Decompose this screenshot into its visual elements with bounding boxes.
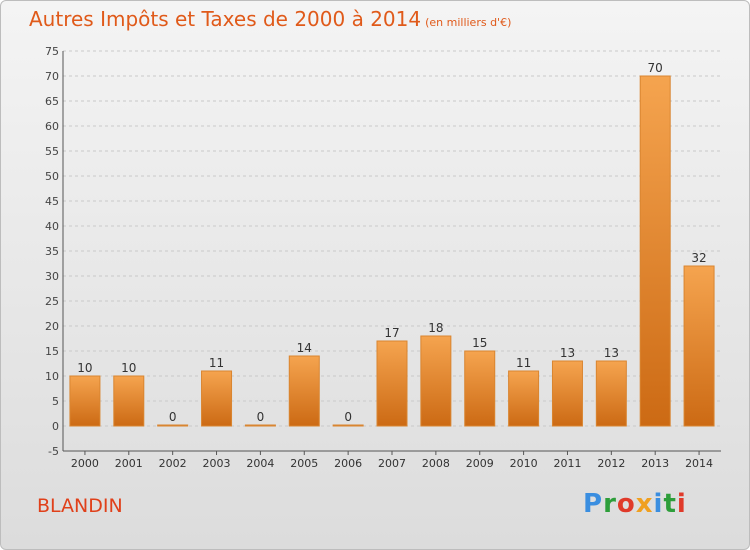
data-label: 10: [121, 361, 136, 375]
data-label: 0: [257, 410, 265, 424]
bar: [113, 375, 145, 427]
data-label: 0: [344, 410, 352, 424]
bar: [376, 340, 408, 427]
data-label: 18: [428, 321, 443, 335]
chart-title-text: Autres Impôts et Taxes de 2000 à 2014: [29, 7, 422, 31]
logo-letter: x: [635, 489, 654, 519]
y-tick-label: 20: [45, 320, 59, 333]
x-tick-label: 2007: [378, 457, 406, 470]
logo-letter: t: [663, 489, 677, 519]
x-tick-label: 2010: [510, 457, 538, 470]
chart-unit: (en milliers d'€): [425, 16, 512, 29]
x-tick-label: 2002: [159, 457, 187, 470]
bar: [551, 360, 583, 427]
data-label: 11: [209, 356, 224, 370]
y-tick-label: 50: [45, 170, 59, 183]
data-label: 10: [77, 361, 92, 375]
y-tick-label: 25: [45, 295, 59, 308]
x-tick-label: 2001: [115, 457, 143, 470]
logo-letter: i: [676, 489, 687, 519]
bar: [639, 75, 671, 427]
y-tick-label: 35: [45, 245, 59, 258]
y-tick-label: 10: [45, 370, 59, 383]
y-tick-label: -5: [48, 445, 59, 458]
y-tick-label: 40: [45, 220, 59, 233]
y-tick-label: 60: [45, 120, 59, 133]
data-label: 17: [384, 326, 399, 340]
bar: [420, 335, 452, 427]
y-tick-label: 70: [45, 70, 59, 83]
data-label: 32: [691, 251, 706, 265]
x-tick-label: 2003: [203, 457, 231, 470]
logo-letter: o: [616, 489, 636, 519]
y-tick-label: 45: [45, 195, 59, 208]
y-tick-label: 15: [45, 345, 59, 358]
chart-title: Autres Impôts et Taxes de 2000 à 2014 (en…: [29, 7, 511, 31]
bar: [157, 424, 189, 427]
bar: [508, 370, 540, 427]
x-tick-label: 2013: [641, 457, 669, 470]
data-label: 14: [297, 341, 312, 355]
x-tick-label: 2000: [71, 457, 99, 470]
bar: [244, 424, 276, 427]
commune-name: BLANDIN: [37, 495, 123, 517]
logo-letter: r: [603, 489, 617, 519]
x-tick-label: 2014: [685, 457, 713, 470]
proxiti-logo: Proxiti: [583, 489, 687, 519]
bar: [69, 375, 101, 427]
data-label: 0: [169, 410, 177, 424]
bar: [332, 424, 364, 427]
y-tick-label: 5: [52, 395, 59, 408]
y-tick-label: 75: [45, 45, 59, 58]
data-label: 13: [560, 346, 575, 360]
bar: [683, 265, 715, 427]
x-tick-label: 2006: [334, 457, 362, 470]
x-tick-label: 2008: [422, 457, 450, 470]
x-tick-label: 2009: [466, 457, 494, 470]
bar: [595, 360, 627, 427]
bar: [201, 370, 233, 427]
data-label: 70: [648, 61, 663, 75]
logo-letter: P: [583, 489, 604, 519]
x-tick-label: 2011: [553, 457, 581, 470]
data-label: 15: [472, 336, 487, 350]
y-tick-label: 30: [45, 270, 59, 283]
logo-letter: i: [653, 489, 664, 519]
x-tick-label: 2004: [246, 457, 274, 470]
x-tick-label: 2012: [597, 457, 625, 470]
x-tick-label: 2005: [290, 457, 318, 470]
bar: [288, 355, 320, 427]
bar: [464, 350, 496, 427]
y-tick-label: 0: [52, 420, 59, 433]
y-tick-label: 55: [45, 145, 59, 158]
data-label: 11: [516, 356, 531, 370]
data-label: 13: [604, 346, 619, 360]
y-tick-label: 65: [45, 95, 59, 108]
